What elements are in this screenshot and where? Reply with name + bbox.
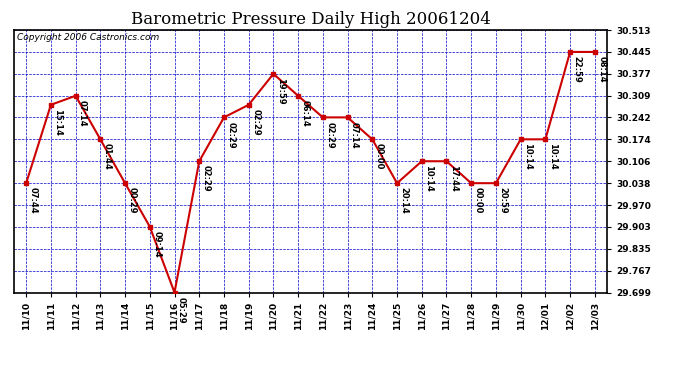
Text: 22:59: 22:59 [573,56,582,83]
Text: 10:14: 10:14 [424,165,433,192]
Text: 10:14: 10:14 [523,144,532,170]
Text: 06:14: 06:14 [301,100,310,127]
Title: Barometric Pressure Daily High 20061204: Barometric Pressure Daily High 20061204 [130,12,491,28]
Text: 19:59: 19:59 [276,78,285,105]
Text: 07:14: 07:14 [78,100,87,127]
Text: 20:59: 20:59 [498,188,507,214]
Text: 05:29: 05:29 [177,297,186,323]
Text: 15:14: 15:14 [53,109,62,136]
Text: 01:44: 01:44 [103,144,112,170]
Text: 02:29: 02:29 [325,122,335,148]
Text: 00:00: 00:00 [473,188,483,214]
Text: 20:14: 20:14 [400,188,408,214]
Text: 02:29: 02:29 [201,165,210,192]
Text: Copyright 2006 Castronics.com: Copyright 2006 Castronics.com [17,33,159,42]
Text: 08:14: 08:14 [598,56,607,83]
Text: 00:29: 00:29 [128,188,137,214]
Text: 07:14: 07:14 [350,122,359,148]
Text: 10:14: 10:14 [548,144,557,170]
Text: 17:44: 17:44 [449,165,458,192]
Text: 02:29: 02:29 [226,122,235,148]
Text: 02:29: 02:29 [251,109,260,136]
Text: 09:14: 09:14 [152,231,161,258]
Text: 07:44: 07:44 [28,188,38,214]
Text: 00:00: 00:00 [375,144,384,170]
